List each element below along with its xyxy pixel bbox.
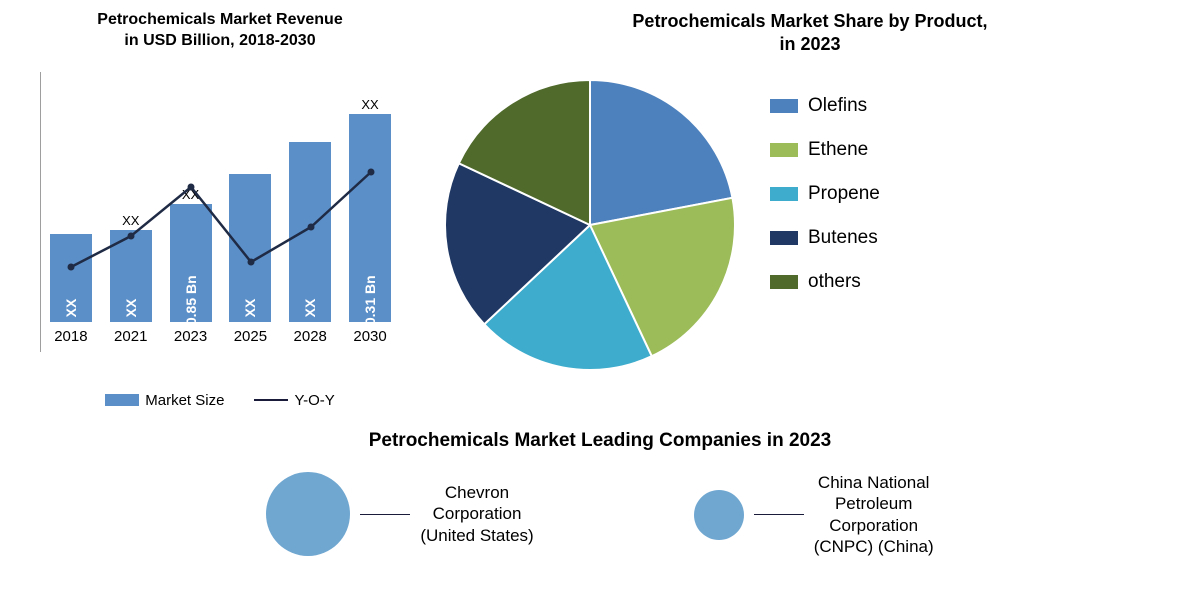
bar-value-label: XX [242, 298, 258, 317]
bar-top-annotation: XX [122, 213, 139, 228]
legend-market-size: Market Size [105, 392, 224, 409]
pie-title-line2: in 2023 [440, 33, 1180, 56]
pie-swatch [770, 187, 798, 201]
company-label: ChevronCorporation(United States) [420, 482, 533, 546]
pie-legend: Olefins Ethene Propene Butenes others [770, 95, 880, 293]
bar-chart-legend: Market Size Y-O-Y [40, 392, 400, 409]
bubble-circle [266, 472, 350, 556]
bar-x-label: 2018 [54, 328, 87, 345]
companies-title: Petrochemicals Market Leading Companies … [40, 430, 1160, 452]
companies-panel: Petrochemicals Market Leading Companies … [0, 420, 1200, 567]
revenue-title-line1: Petrochemicals Market Revenue [40, 10, 400, 31]
bar-x-label: 2028 [294, 328, 327, 345]
bar-top-annotation: XX [361, 97, 378, 112]
connector-line [360, 514, 410, 515]
pie-swatch [770, 143, 798, 157]
legend-yoy: Y-O-Y [254, 392, 334, 409]
company-bubble-0: ChevronCorporation(United States) [266, 472, 533, 556]
company-bubble-1: China NationalPetroleumCorporation(CNPC)… [694, 472, 934, 557]
bar-2030: 720.31 Bn2030XX [349, 114, 391, 322]
companies-bubbles: ChevronCorporation(United States) China N… [40, 472, 1160, 557]
line-swatch [254, 399, 288, 401]
legend-bar-label: Market Size [145, 392, 224, 409]
bar-value-label: XX [63, 298, 79, 317]
bar-value-label: XX [302, 298, 318, 317]
bar-2028: XX2028 [289, 142, 331, 322]
bar-2018: XX2018 [50, 234, 92, 322]
bar-2021: XX2021XX [110, 230, 152, 322]
bar-2025: XX2025 [229, 174, 271, 322]
pie-legend-item-ethene: Ethene [770, 139, 880, 161]
bar-x-label: 2030 [353, 328, 386, 345]
revenue-chart-title: Petrochemicals Market Revenue in USD Bil… [40, 10, 400, 52]
legend-line-label: Y-O-Y [294, 392, 334, 409]
pie-swatch [770, 99, 798, 113]
bar-x-label: 2021 [114, 328, 147, 345]
bar-top-annotation: XX [182, 187, 199, 202]
bar-2023: 200.85 Bn2023XX [170, 204, 212, 322]
bar-value-label: XX [123, 298, 139, 317]
revenue-title-line2: in USD Billion, 2018-2030 [40, 31, 400, 52]
bar-x-label: 2025 [234, 328, 267, 345]
bar-rect [289, 142, 331, 322]
connector-line [754, 514, 804, 515]
pie-legend-label: Ethene [808, 139, 868, 161]
pie-swatch [770, 231, 798, 245]
company-label: China NationalPetroleumCorporation(CNPC)… [814, 472, 934, 557]
pie-legend-item-others: others [770, 271, 880, 293]
pie-chart-title: Petrochemicals Market Share by Product, … [440, 10, 1180, 57]
pie-legend-label: others [808, 271, 861, 293]
pie-legend-label: Olefins [808, 95, 867, 117]
pie-legend-label: Propene [808, 183, 880, 205]
bar-chart: XX2018XX2021XX200.85 Bn2023XXXX2025XX202… [40, 72, 400, 352]
bar-swatch [105, 394, 139, 406]
pie-legend-item-butenes: Butenes [770, 227, 880, 249]
pie-legend-item-olefins: Olefins [770, 95, 880, 117]
pie-legend-item-propene: Propene [770, 183, 880, 205]
bar-x-label: 2023 [174, 328, 207, 345]
pie-chart [440, 75, 740, 375]
pie-legend-label: Butenes [808, 227, 878, 249]
revenue-chart-panel: Petrochemicals Market Revenue in USD Bil… [0, 0, 420, 420]
pie-swatch [770, 275, 798, 289]
pie-chart-panel: Petrochemicals Market Share by Product, … [420, 0, 1200, 420]
pie-title-line1: Petrochemicals Market Share by Product, [440, 10, 1180, 33]
bubble-circle [694, 490, 744, 540]
